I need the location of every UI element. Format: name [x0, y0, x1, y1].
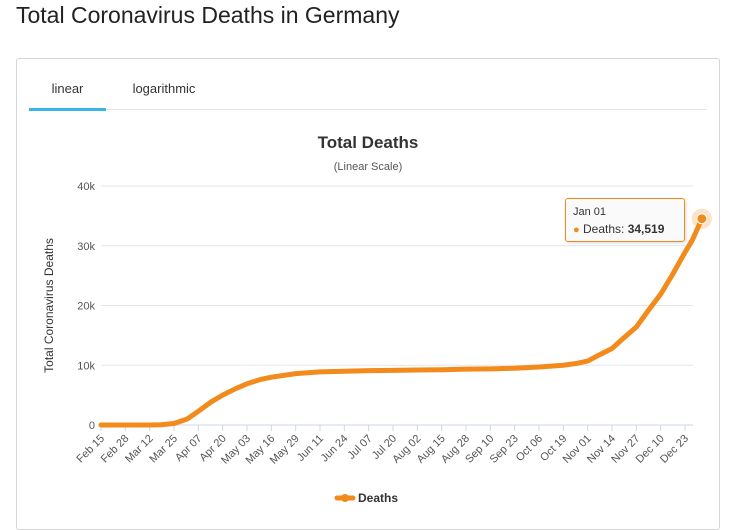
tooltip-date: Jan 01 [573, 206, 607, 218]
page-title: Total Coronavirus Deaths in Germany [16, 2, 400, 28]
chart-subtitle: (Linear Scale) [334, 161, 402, 173]
x-tick-label: Oct 06 [514, 433, 545, 464]
tab-linear[interactable]: linear [29, 59, 106, 111]
chart-panel: linear logarithmic Total Deaths (Linear S… [16, 58, 720, 530]
legend-marker [341, 494, 349, 502]
tooltip-value: 34,519 [627, 222, 665, 236]
tooltip-series-label: Deaths: [583, 222, 625, 236]
x-tick-label: Apr 07 [173, 433, 204, 464]
line-chart: Total Deaths (Linear Scale) 0 10k 20k 30k 40k T… [42, 133, 712, 505]
series-line-deaths [98, 216, 705, 428]
y-tick-label: 0 [89, 420, 95, 432]
chart-title: Total Deaths [318, 133, 419, 152]
scale-tabs: linear logarithmic [29, 59, 707, 111]
y-tick-label: 30k [77, 241, 95, 253]
x-tick-label: Mar 25 [147, 433, 180, 466]
legend-label: Deaths [358, 491, 398, 505]
y-axis-label: Total Coronavirus Deaths [42, 238, 56, 373]
x-tick-label: Jun 24 [319, 433, 351, 465]
y-tick-label: 10k [77, 360, 95, 372]
chart-tooltip: Jan 01 ● Deaths: 34,519 [565, 198, 685, 242]
tooltip-dot-icon: ● [573, 224, 580, 236]
hover-point [696, 213, 708, 225]
x-tick-label: Jul 07 [346, 433, 375, 462]
tooltip-row: ● Deaths: 34,519 [573, 222, 664, 236]
y-tick-label: 20k [77, 301, 95, 313]
tab-logarithmic[interactable]: logarithmic [132, 81, 196, 96]
y-tick-label: 40k [77, 181, 95, 193]
